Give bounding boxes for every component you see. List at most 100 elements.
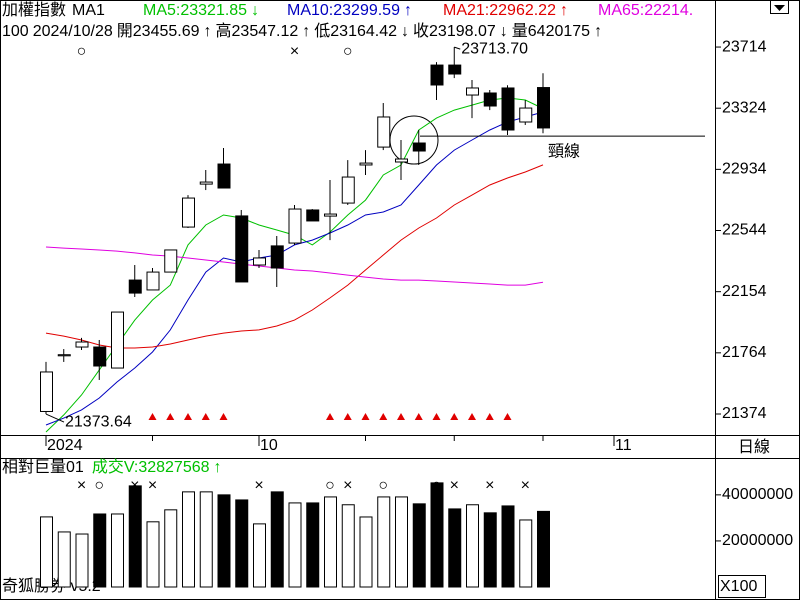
candle-body xyxy=(501,87,515,131)
legend-entry: MA21:22962.22 ↑ xyxy=(443,2,568,19)
signal-triangle xyxy=(379,413,388,420)
annotation-leader xyxy=(45,413,65,423)
volume-marker: × xyxy=(450,477,459,494)
volume-bar xyxy=(111,513,124,588)
signal-triangle xyxy=(219,413,228,420)
volume-bar xyxy=(253,523,266,588)
candle-body xyxy=(253,257,266,266)
volume-marker: × xyxy=(521,477,530,494)
volume-marker: ○ xyxy=(94,477,104,494)
neckline-label: 頸線 xyxy=(548,142,580,160)
candle-body xyxy=(164,249,178,273)
legend-entry: MA5:23321.85 ↓ xyxy=(143,2,259,19)
signal-triangle xyxy=(148,413,157,420)
y-tick-label: 22544 xyxy=(722,222,767,239)
y-tick-label: 21374 xyxy=(722,405,767,422)
candle-body xyxy=(235,215,249,283)
volume-bar xyxy=(199,491,213,588)
title: 加權指數 xyxy=(2,1,66,19)
quote-field: 收23198.07 xyxy=(413,22,496,40)
candle-body xyxy=(324,213,337,217)
candle-body xyxy=(483,92,497,107)
menu-button[interactable] xyxy=(770,0,789,14)
candle-body xyxy=(40,371,53,412)
legend-label: MA65:22214. xyxy=(598,2,693,19)
volume-bar xyxy=(182,491,195,588)
volume-bar xyxy=(448,508,462,588)
volume-bar xyxy=(93,513,107,588)
signal-triangle xyxy=(343,413,352,420)
volume-unit: X100 xyxy=(720,578,757,595)
volume-bar xyxy=(288,502,302,588)
x-tick-label: 2024 xyxy=(47,437,83,454)
volume-bar xyxy=(164,509,178,588)
volume-bar xyxy=(57,531,71,588)
volume-legend: 成交V:32827568 xyxy=(92,458,210,476)
volume-title: 相對巨量01 xyxy=(2,458,84,476)
signal-triangle xyxy=(201,413,210,420)
ma-line xyxy=(45,246,544,286)
volume-marker: ○ xyxy=(378,477,388,494)
quote-field: 低23164.42 xyxy=(314,22,397,40)
candle-body xyxy=(377,116,391,148)
candle-body xyxy=(146,271,160,291)
volume-bar xyxy=(412,503,426,588)
volume-header: 相對巨量01 成交V:32827568 ↑ xyxy=(2,458,222,476)
legend-arrow: ↑ xyxy=(404,2,412,19)
candle-body xyxy=(466,87,479,96)
y-tick-label: 22934 xyxy=(722,161,767,178)
signal-triangle xyxy=(166,413,175,420)
quote-field: ↑ xyxy=(302,23,310,40)
y-tick-label: 22154 xyxy=(722,283,767,300)
volume-marker: × xyxy=(148,477,157,494)
candle-body xyxy=(75,341,89,348)
annotation-leader xyxy=(454,46,461,50)
menu-icon[interactable] xyxy=(774,5,785,11)
legend-label: MA21:22962.22 xyxy=(443,2,556,19)
signal-triangle xyxy=(485,413,494,420)
signal-triangle xyxy=(468,413,476,420)
volume-bar xyxy=(40,516,53,588)
quote-field: ↓ xyxy=(401,23,409,40)
volume-arrow: ↑ xyxy=(214,459,222,476)
candle-body xyxy=(288,208,302,244)
legend-entry: MA10:23299.59 ↑ xyxy=(287,2,412,19)
candle-body xyxy=(270,245,284,269)
legend-label: MA5:23321.85 xyxy=(143,2,247,19)
quote-field: 2024/10/28 xyxy=(33,23,113,40)
volume-marker: × xyxy=(130,477,139,494)
candle-body xyxy=(57,354,71,357)
volume-bar xyxy=(466,504,479,588)
volume-bar xyxy=(306,502,320,588)
candle-body xyxy=(448,64,462,75)
volume-marker: × xyxy=(485,477,494,494)
volume-bar xyxy=(501,505,515,588)
quote-field: ↑ xyxy=(204,23,212,40)
volume-bar xyxy=(519,519,533,588)
quote-field: 100 xyxy=(2,23,29,40)
candle-body xyxy=(430,64,444,86)
candle-body xyxy=(93,346,107,367)
candle-body xyxy=(412,142,426,152)
annotation-label: 23713.70 xyxy=(461,40,528,57)
candle-body xyxy=(341,176,355,204)
signal-triangle xyxy=(414,413,423,420)
x-tick-label: 10 xyxy=(260,437,278,454)
candle-body xyxy=(199,181,213,185)
volume-bar xyxy=(324,496,337,588)
signal-triangle xyxy=(397,413,405,420)
header: 加權指數 MA1 MA5:23321.85 ↓ MA10:23299.59 ↑ MA21:2… xyxy=(2,1,693,40)
volume-bar xyxy=(359,516,373,588)
quote-info: 100 2024/10/28 開23455.69 ↑ 高23547.12 ↑ 低23164.… xyxy=(2,22,602,40)
volume-bar xyxy=(75,533,89,588)
legend-entry: MA65:22214. xyxy=(598,2,693,19)
volume-bar xyxy=(128,485,142,588)
period-label[interactable]: 日線 xyxy=(738,438,770,456)
signal-triangle xyxy=(432,413,441,420)
volume-marker: ○ xyxy=(325,477,335,494)
signal-triangle xyxy=(184,413,192,420)
volume-bar xyxy=(270,491,284,588)
chart-title: 加權指數 MA1 xyxy=(2,1,105,19)
y-tick-label: 21764 xyxy=(722,344,767,361)
